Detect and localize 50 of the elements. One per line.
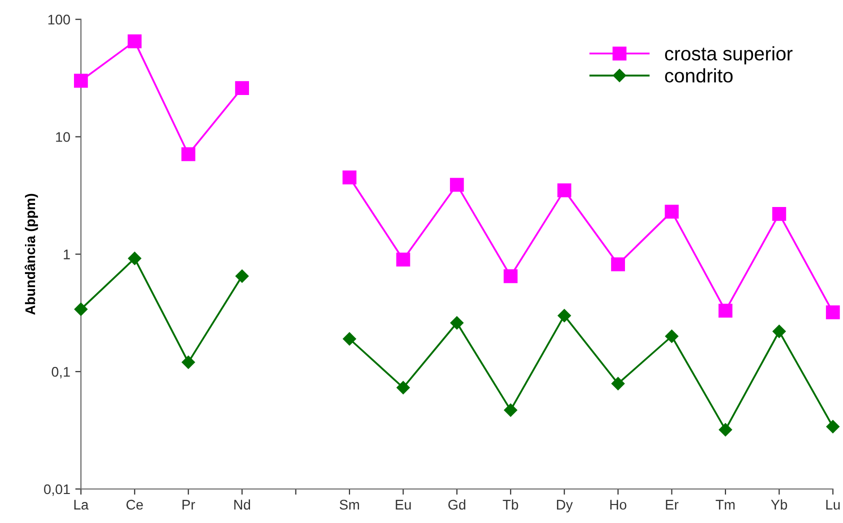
- x-tick-label: Tb: [502, 499, 518, 510]
- point: [235, 81, 250, 95]
- point: [826, 420, 840, 434]
- point: [718, 304, 732, 318]
- x-tick-label: Eu: [396, 500, 411, 510]
- point: [342, 332, 356, 346]
- point: [772, 324, 786, 338]
- point: [557, 183, 572, 198]
- x-tick-label: Er: [666, 500, 678, 510]
- x-tick-label: Nd: [234, 499, 250, 510]
- point: [718, 423, 732, 436]
- x-tick-label: Dy: [556, 500, 573, 512]
- x-tick-label: Tm: [716, 500, 735, 510]
- y-tick-label: 100: [48, 14, 70, 25]
- legend-label: condrito: [665, 68, 733, 83]
- point: [611, 377, 625, 390]
- point: [450, 178, 464, 192]
- y-tick-label: 0,1: [52, 366, 70, 378]
- y-tick-label: 0,01: [44, 484, 70, 496]
- x-tick-label: Lu: [826, 500, 840, 510]
- y-tick-label: 10: [56, 132, 70, 142]
- point: [74, 74, 88, 88]
- point: [611, 257, 625, 272]
- point: [182, 356, 195, 369]
- point: [558, 308, 571, 322]
- point: [665, 330, 678, 343]
- point: [396, 252, 410, 266]
- x-tick-label: La: [74, 500, 89, 510]
- point: [235, 270, 249, 283]
- x-tick-label: Yb: [770, 499, 788, 510]
- point: [504, 404, 518, 417]
- point: [396, 381, 410, 394]
- point: [664, 204, 679, 219]
- point: [74, 302, 88, 316]
- y-tick-label: 1: [64, 250, 70, 260]
- point: [128, 34, 142, 48]
- x-tick-label: Ho: [610, 500, 626, 510]
- x-tick-label: Ce: [126, 500, 143, 510]
- x-tick-label: Sm: [340, 500, 359, 510]
- x-tick-label: Gd: [448, 499, 466, 510]
- point: [772, 207, 786, 221]
- point: [181, 147, 196, 162]
- y-axis-title: Abundância (ppm): [24, 194, 38, 315]
- point: [342, 170, 356, 184]
- point: [826, 305, 840, 320]
- x-tick-label: Pr: [182, 500, 196, 510]
- point: [504, 269, 518, 284]
- legend-label: crosta superior: [665, 46, 793, 64]
- point: [128, 252, 142, 266]
- point: [450, 316, 464, 330]
